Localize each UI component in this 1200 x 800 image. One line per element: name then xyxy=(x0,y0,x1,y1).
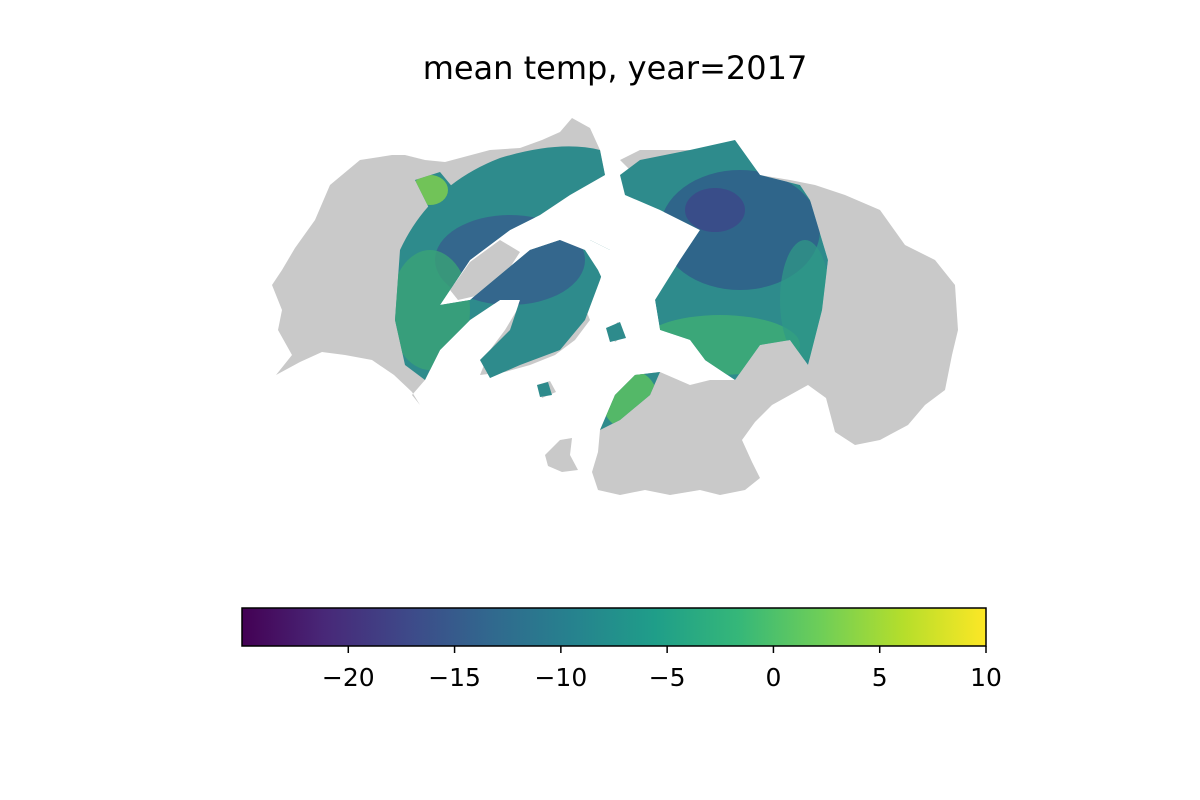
land-layer xyxy=(272,118,958,495)
colorbar-ticks: −20 −15 −10 −5 0 5 10 xyxy=(322,646,1002,692)
british-isles-landmass xyxy=(545,438,578,472)
baffin-island-landmass xyxy=(450,240,520,300)
eurasia-landmass xyxy=(592,140,958,495)
map-title: mean temp, year=2017 xyxy=(423,49,808,87)
colorbar-tick-label: 10 xyxy=(970,663,1002,692)
colorbar-tick-label: −20 xyxy=(322,663,375,692)
colorbar-gradient xyxy=(241,607,987,647)
colorbar-tick-label: 0 xyxy=(765,663,781,692)
colorbar: −20 −15 −10 −5 0 5 10 xyxy=(241,607,1002,692)
very-cold-yakutia xyxy=(685,188,745,232)
arctic-ocean-blank xyxy=(560,240,705,360)
warm-rim-west xyxy=(395,250,470,370)
colorbar-tick-label: −15 xyxy=(428,663,481,692)
colorbar-tick-label: −10 xyxy=(534,663,587,692)
colorbar-tick-label: 5 xyxy=(872,663,888,692)
colorbar-tick-label: −5 xyxy=(649,663,686,692)
